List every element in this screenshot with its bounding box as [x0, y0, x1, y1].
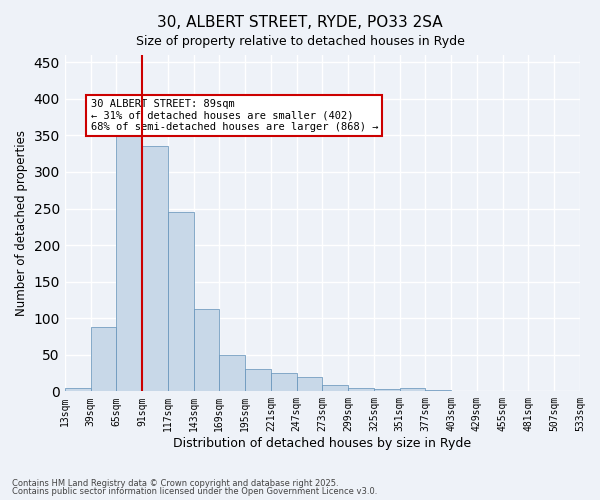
Bar: [245, 370, 271, 392]
Bar: [400, 388, 425, 392]
Bar: [425, 390, 451, 392]
Text: Contains HM Land Registry data © Crown copyright and database right 2025.: Contains HM Land Registry data © Crown c…: [12, 478, 338, 488]
Bar: [168, 212, 194, 392]
Bar: [194, 310, 220, 392]
Text: Size of property relative to detached houses in Ryde: Size of property relative to detached ho…: [136, 35, 464, 48]
Bar: [348, 388, 374, 392]
Y-axis label: Number of detached properties: Number of detached properties: [15, 130, 28, 316]
Bar: [116, 136, 142, 392]
Bar: [220, 355, 245, 392]
Bar: [142, 146, 168, 392]
Text: 30 ALBERT STREET: 89sqm
← 31% of detached houses are smaller (402)
68% of semi-d: 30 ALBERT STREET: 89sqm ← 31% of detache…: [91, 98, 378, 132]
Text: 30, ALBERT STREET, RYDE, PO33 2SA: 30, ALBERT STREET, RYDE, PO33 2SA: [157, 15, 443, 30]
Bar: [374, 389, 400, 392]
Bar: [271, 373, 296, 392]
Bar: [322, 386, 348, 392]
Bar: [451, 390, 477, 392]
Bar: [296, 376, 322, 392]
Bar: [91, 327, 116, 392]
Bar: [65, 388, 91, 392]
Text: Contains public sector information licensed under the Open Government Licence v3: Contains public sector information licen…: [12, 487, 377, 496]
X-axis label: Distribution of detached houses by size in Ryde: Distribution of detached houses by size …: [173, 437, 472, 450]
